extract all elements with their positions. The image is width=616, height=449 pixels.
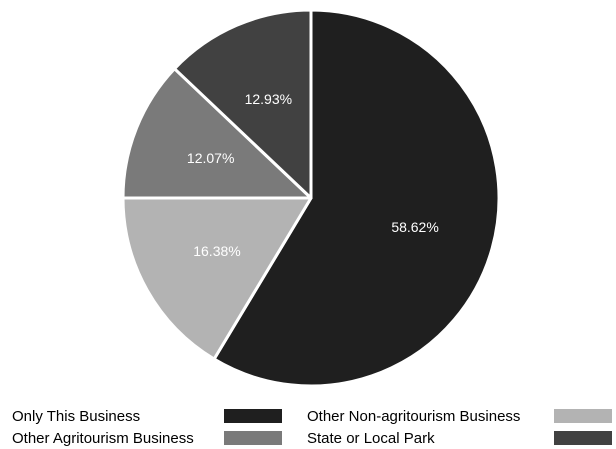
legend: Only This Business Other Non-agritourism … <box>12 408 612 447</box>
legend-swatch-state-or-local-park <box>554 431 612 445</box>
pie-slices <box>121 8 501 388</box>
legend-item-other-non-agritourism-business: Other Non-agritourism Business <box>307 408 612 425</box>
slice-value-label-only-this-business: 58.62% <box>391 219 438 235</box>
pie-slice-other-non-agritourism-business <box>121 196 313 361</box>
legend-label-other-non-agritourism-business: Other Non-agritourism Business <box>307 408 520 425</box>
legend-item-state-or-local-park: State or Local Park <box>307 430 612 447</box>
slice-value-label-other-agritourism-business: 12.07% <box>187 150 234 166</box>
slice-value-label-state-or-local-park: 12.93% <box>245 91 292 107</box>
pie-slice-only-this-business <box>212 8 501 388</box>
pie-slice-state-or-local-park <box>173 8 313 200</box>
pie-slice-labels: 58.62% 16.38% 12.07% 12.93% <box>187 91 439 259</box>
legend-label-only-this-business: Only This Business <box>12 408 140 425</box>
slice-value-label-other-non-agritourism-business: 16.38% <box>193 243 240 259</box>
legend-item-only-this-business: Only This Business <box>12 408 282 425</box>
legend-swatch-only-this-business <box>224 409 282 423</box>
legend-label-state-or-local-park: State or Local Park <box>307 430 435 447</box>
legend-label-other-agritourism-business: Other Agritourism Business <box>12 430 194 447</box>
pie-slice-other-agritourism-business <box>121 67 313 200</box>
legend-swatch-other-non-agritourism-business <box>554 409 612 423</box>
legend-item-other-agritourism-business: Other Agritourism Business <box>12 430 282 447</box>
legend-swatch-other-agritourism-business <box>224 431 282 445</box>
